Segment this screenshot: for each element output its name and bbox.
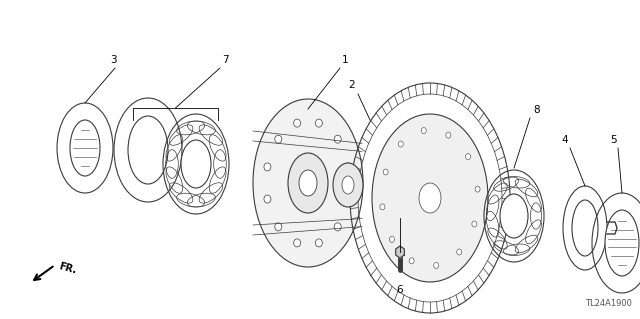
Ellipse shape — [333, 163, 363, 207]
Ellipse shape — [294, 119, 301, 127]
Ellipse shape — [472, 221, 477, 227]
Ellipse shape — [181, 140, 211, 188]
Ellipse shape — [294, 239, 301, 247]
Ellipse shape — [264, 195, 271, 203]
Ellipse shape — [434, 263, 439, 268]
Ellipse shape — [345, 195, 352, 203]
Ellipse shape — [316, 119, 323, 127]
Text: 2: 2 — [348, 80, 355, 90]
Text: FR.: FR. — [58, 261, 78, 275]
Ellipse shape — [572, 200, 598, 256]
Ellipse shape — [475, 186, 480, 192]
Ellipse shape — [398, 141, 403, 147]
Polygon shape — [396, 246, 404, 258]
Text: 8: 8 — [533, 105, 540, 115]
Ellipse shape — [389, 236, 394, 242]
Ellipse shape — [128, 116, 168, 184]
Ellipse shape — [345, 163, 352, 171]
Ellipse shape — [500, 194, 528, 238]
Ellipse shape — [383, 169, 388, 175]
Ellipse shape — [380, 204, 385, 210]
Text: 3: 3 — [109, 55, 116, 65]
Ellipse shape — [299, 170, 317, 196]
Ellipse shape — [446, 132, 451, 138]
Ellipse shape — [316, 239, 323, 247]
Ellipse shape — [421, 128, 426, 134]
Ellipse shape — [605, 210, 639, 276]
Ellipse shape — [334, 223, 341, 231]
Ellipse shape — [288, 153, 328, 213]
Ellipse shape — [264, 163, 271, 171]
Text: 1: 1 — [342, 55, 349, 65]
Ellipse shape — [334, 135, 341, 143]
Ellipse shape — [457, 249, 461, 255]
Text: 6: 6 — [397, 285, 403, 295]
Ellipse shape — [409, 258, 414, 264]
Ellipse shape — [419, 183, 441, 213]
Ellipse shape — [70, 120, 100, 176]
Ellipse shape — [372, 114, 488, 282]
Text: TL24A1900: TL24A1900 — [585, 299, 632, 308]
Ellipse shape — [275, 223, 282, 231]
Ellipse shape — [253, 99, 363, 267]
Text: 7: 7 — [222, 55, 228, 65]
Text: 5: 5 — [611, 135, 617, 145]
Text: 4: 4 — [561, 135, 568, 145]
Ellipse shape — [465, 154, 470, 160]
Ellipse shape — [275, 135, 282, 143]
Ellipse shape — [342, 176, 354, 194]
